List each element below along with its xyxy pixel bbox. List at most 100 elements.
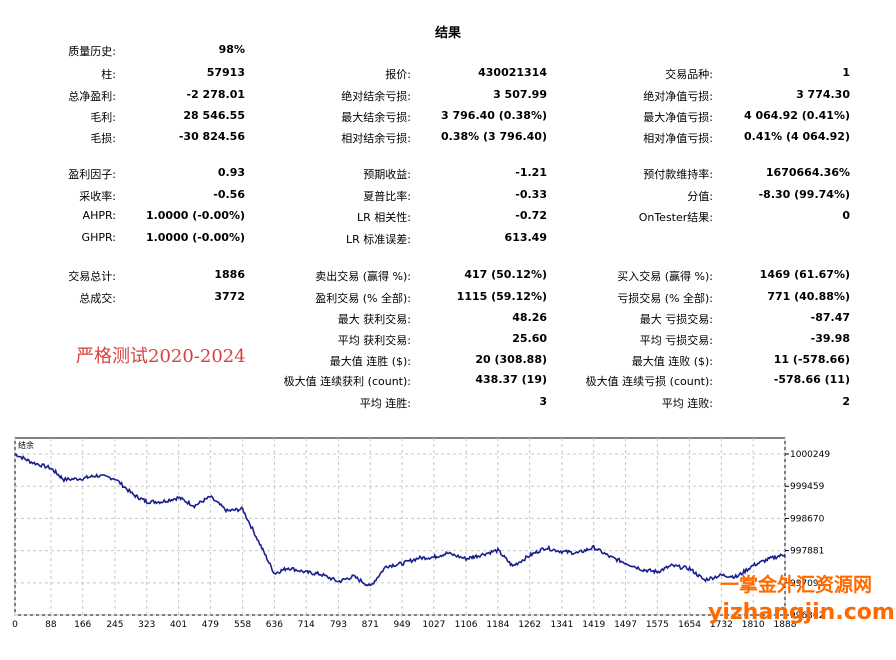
stat-value: 1115 (59.12%) [456, 290, 547, 303]
x-tick-label: 793 [330, 620, 347, 630]
stat-label: AHPR: [82, 209, 116, 222]
stat-value: 3 774.30 [796, 88, 850, 101]
stat-label: 毛损: [90, 132, 116, 145]
stat-value: 430021314 [478, 66, 547, 79]
y-tick-label: 996302 [790, 611, 824, 621]
stat-value: 0.38% (3 796.40) [441, 130, 547, 143]
stat-label: 卖出交易 (赢得 %): [315, 270, 411, 283]
stat-label: 最大 亏损交易: [639, 313, 713, 326]
y-tick-label: 999459 [790, 482, 825, 492]
stat-label: 报价: [385, 68, 411, 81]
stat-label: 夏普比率: [363, 190, 411, 203]
stat-label: 最大值 连败 ($): [631, 355, 713, 368]
stat-label: 最大 获利交易: [337, 313, 411, 326]
stat-value: 98% [218, 43, 245, 56]
stat-value: 2 [842, 395, 850, 408]
x-tick-label: 401 [170, 620, 187, 630]
stat-label: GHPR: [81, 231, 116, 244]
stat-label: 质量历史: [68, 45, 116, 58]
balance-chart: 0 88 166 245 323 401 479 558 636 714 793 871 949 1027… [12, 437, 830, 630]
stat-value: 1.0000 (-0.00%) [145, 209, 245, 222]
stat-label: OnTester结果: [638, 211, 713, 224]
stat-label: 绝对结余亏损: [341, 90, 411, 103]
stat-value: -578.66 (11) [773, 373, 850, 386]
x-tick-label: 871 [362, 620, 379, 630]
stat-value: 3772 [214, 290, 245, 303]
stat-label: 相对净值亏损: [643, 132, 713, 145]
stat-label: 相对结余亏损: [341, 132, 411, 145]
stat-label: 交易品种: [665, 68, 713, 81]
stat-label: 亏损交易 (% 全部): [617, 292, 713, 305]
y-tick-label: 997881 [790, 547, 824, 557]
stat-label: 平均 亏损交易: [639, 334, 713, 347]
x-tick-label: 1732 [710, 620, 733, 630]
y-tick-label: 997091 [790, 579, 824, 589]
stat-label: 极大值 连续亏损 (count): [585, 375, 713, 388]
stat-value: 25.60 [512, 332, 547, 345]
stat-label: 盈利交易 (% 全部): [315, 292, 411, 305]
stat-label: 采收率: [79, 190, 116, 203]
stat-value: 1886 [214, 268, 245, 281]
stat-value: 0.41% (4 064.92) [744, 130, 850, 143]
x-tick-label: 1654 [678, 620, 701, 630]
stat-value: 3 507.99 [493, 88, 547, 101]
x-tick-label: 166 [74, 620, 91, 630]
x-tick-label: 558 [234, 620, 251, 630]
x-tick-label: 1341 [550, 620, 573, 630]
stat-label: 最大值 连胜 ($): [329, 355, 411, 368]
stat-label: 交易总计: [68, 270, 116, 283]
stat-value: 11 (-578.66) [773, 353, 850, 366]
test-period-note: 严格测试2020-2024 [76, 346, 246, 367]
stat-label: LR 标准误差: [346, 233, 411, 246]
balance-line [14, 453, 786, 587]
stat-label: 平均 获利交易: [337, 334, 411, 347]
stat-value: 3 [539, 395, 547, 408]
y-tick-label: 1000249 [790, 450, 830, 460]
stat-label: 最大净值亏损: [643, 111, 713, 124]
x-tick-label: 1262 [518, 620, 541, 630]
stat-value: 20 (308.88) [475, 353, 547, 366]
stat-value: -0.33 [515, 188, 547, 201]
stat-value: -0.56 [213, 188, 245, 201]
stat-value: -8.30 (99.74%) [758, 188, 850, 201]
x-tick-label: 1027 [422, 620, 445, 630]
stat-value: 0.93 [217, 166, 245, 179]
stat-label: 绝对净值亏损: [643, 90, 713, 103]
x-tick-label: 1888 [774, 620, 797, 630]
watermark-url: yizhangjin.com [708, 600, 895, 625]
x-tick-label: 714 [298, 620, 315, 630]
stat-label: 柱: [101, 68, 116, 81]
x-tick-label: 1810 [742, 620, 765, 630]
stat-value: -39.98 [810, 332, 850, 345]
x-tick-label: 0 [12, 620, 18, 630]
stat-label: 预期收益: [363, 168, 411, 181]
stat-value: -87.47 [810, 311, 850, 324]
stat-value: 1670664.36% [765, 166, 850, 179]
stat-value: 1469 (61.67%) [759, 268, 850, 281]
stat-label: 毛利: [90, 111, 116, 124]
stat-label: 最大结余亏损: [341, 111, 411, 124]
x-tick-label: 88 [45, 620, 57, 630]
stat-label: 分值: [687, 190, 713, 203]
x-tick-label: 323 [138, 620, 155, 630]
chart-frame [14, 437, 786, 616]
stat-label: 极大值 连续获利 (count): [283, 375, 411, 388]
x-tick-label: 636 [266, 620, 283, 630]
stat-value: 613.49 [504, 231, 547, 244]
stat-value: -30 824.56 [178, 130, 245, 143]
x-tick-label: 1497 [614, 620, 637, 630]
stat-value: 4 064.92 (0.41%) [744, 109, 850, 122]
stat-label: 平均 连胜: [359, 397, 411, 410]
stat-value: 0 [842, 209, 850, 222]
stat-value: 48.26 [512, 311, 547, 324]
stat-label: 预付款维持率: [643, 168, 713, 181]
stat-value: 1.0000 (-0.00%) [145, 231, 245, 244]
x-tick-label: 949 [393, 620, 410, 630]
watermark-text: 一掌金外汇资源网 [720, 574, 873, 596]
y-tick-label: 998670 [790, 514, 825, 524]
legend-label: 结余 [18, 440, 34, 450]
report-title: 结果 [434, 26, 461, 41]
stat-value: 3 796.40 (0.38%) [441, 109, 547, 122]
stat-label: 总净盈利: [68, 90, 116, 103]
stat-value: -1.21 [515, 166, 547, 179]
